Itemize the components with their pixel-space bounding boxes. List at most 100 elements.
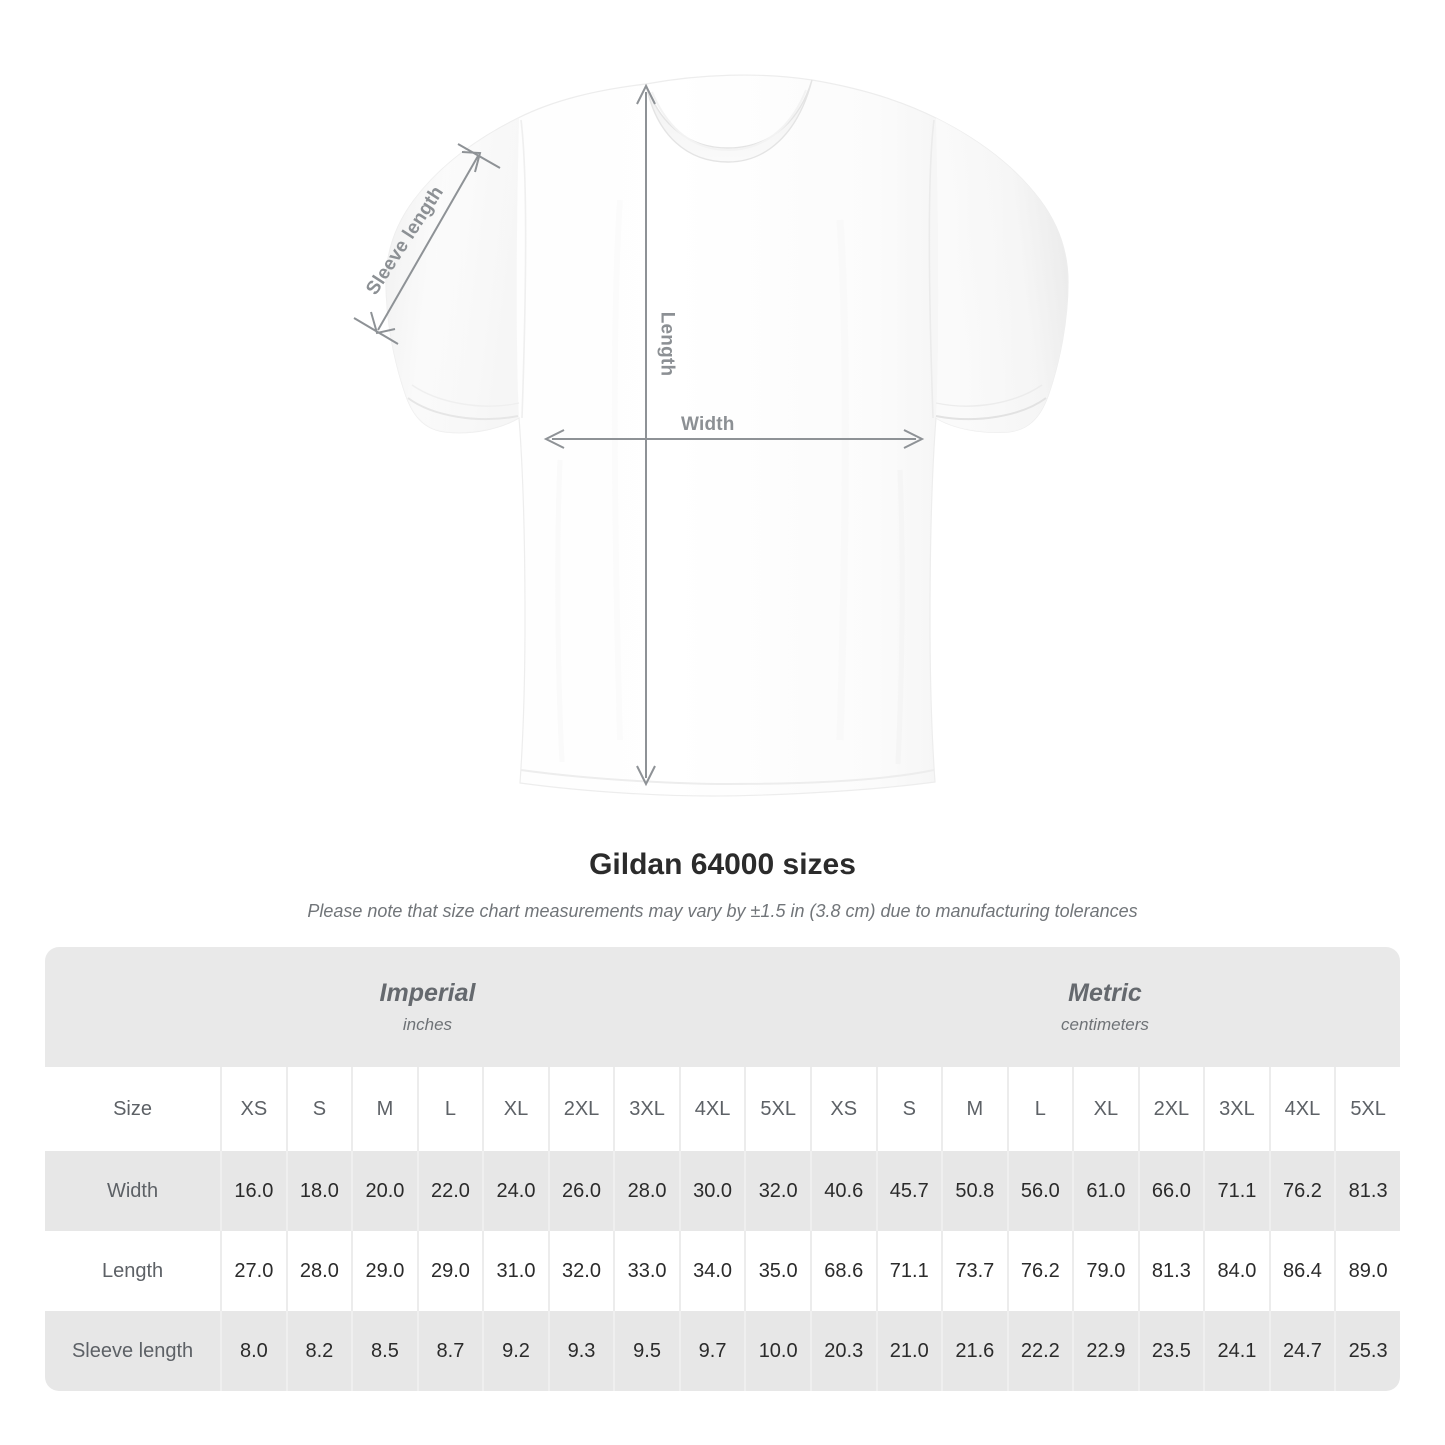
cell-width-metric-4xl: 76.2 [1268, 1151, 1335, 1231]
size-header-metric-4xl: 4XL [1268, 1067, 1335, 1151]
size-header-imperial-4xl: 4XL [678, 1067, 745, 1151]
page-title: Gildan 64000 sizes [589, 848, 856, 881]
cell-sleeve-imperial-4xl: 9.7 [678, 1311, 745, 1391]
size-header-metric-2xl: 2XL [1137, 1067, 1204, 1151]
length-label: Length [656, 311, 678, 377]
cell-width-imperial-4xl: 30.0 [678, 1151, 745, 1231]
cell-length-metric-l: 76.2 [1006, 1231, 1073, 1311]
cell-width-metric-xs: 40.6 [809, 1151, 876, 1231]
size-header-metric-s: S [875, 1067, 942, 1151]
sleeve-length-dimension-arrow [353, 143, 501, 345]
size-chart-table: Imperial inches Metric centimeters Size … [45, 947, 1400, 1391]
width-label: Width [681, 414, 735, 435]
cell-sleeve-imperial-2xl: 9.3 [547, 1311, 614, 1391]
unit-header-row: Imperial inches Metric centimeters [45, 947, 1400, 1067]
cell-length-imperial-2xl: 32.0 [547, 1231, 614, 1311]
width-dimension-arrow [543, 429, 925, 449]
shirt-body-shape [385, 74, 1069, 797]
cell-sleeve-imperial-xs: 8.0 [220, 1311, 286, 1391]
size-header-imperial-xs: XS [220, 1067, 286, 1151]
table-row: Sleeve length 8.0 8.2 8.5 8.7 9.2 9.3 9.… [45, 1311, 1400, 1391]
cell-length-metric-xl: 79.0 [1072, 1231, 1138, 1311]
cell-length-metric-3xl: 84.0 [1203, 1231, 1269, 1311]
cell-length-imperial-3xl: 33.0 [613, 1231, 679, 1311]
table-row: Length 27.0 28.0 29.0 29.0 31.0 32.0 33.… [45, 1231, 1400, 1311]
cell-width-metric-s: 45.7 [875, 1151, 942, 1231]
table-row: Width 16.0 18.0 20.0 22.0 24.0 26.0 28.0… [45, 1151, 1400, 1231]
cell-length-imperial-m: 29.0 [351, 1231, 417, 1311]
cell-length-imperial-xs: 27.0 [220, 1231, 286, 1311]
cell-length-metric-s: 71.1 [875, 1231, 942, 1311]
size-header-metric-xl: XL [1072, 1067, 1138, 1151]
size-header-imperial-5xl: 5XL [744, 1067, 810, 1151]
cell-width-metric-xl: 61.0 [1072, 1151, 1138, 1231]
size-header-imperial-xl: XL [482, 1067, 548, 1151]
cell-width-imperial-s: 18.0 [285, 1151, 352, 1231]
size-header-metric-l: L [1006, 1067, 1073, 1151]
cell-length-imperial-xl: 31.0 [482, 1231, 548, 1311]
cell-length-metric-xs: 68.6 [809, 1231, 876, 1311]
cell-sleeve-imperial-m: 8.5 [351, 1311, 417, 1391]
cell-width-imperial-2xl: 26.0 [547, 1151, 614, 1231]
cell-width-imperial-5xl: 32.0 [744, 1151, 810, 1231]
unit-sub-imperial: inches [402, 1015, 453, 1034]
cell-length-metric-5xl: 89.0 [1334, 1231, 1400, 1311]
cell-length-metric-4xl: 86.4 [1268, 1231, 1335, 1311]
size-header-metric-5xl: 5XL [1334, 1067, 1400, 1151]
cell-length-metric-2xl: 81.3 [1137, 1231, 1204, 1311]
cell-sleeve-imperial-3xl: 9.5 [613, 1311, 679, 1391]
size-header-metric-m: M [941, 1067, 1007, 1151]
cell-length-imperial-s: 28.0 [285, 1231, 352, 1311]
cell-sleeve-imperial-xl: 9.2 [482, 1311, 548, 1391]
cell-width-metric-m: 50.8 [941, 1151, 1007, 1231]
unit-cell-imperial: Imperial inches [45, 947, 810, 1067]
cell-sleeve-metric-3xl: 24.1 [1203, 1311, 1269, 1391]
cell-sleeve-metric-5xl: 25.3 [1334, 1311, 1400, 1391]
cell-sleeve-metric-l: 22.2 [1006, 1311, 1073, 1391]
cell-width-imperial-m: 20.0 [351, 1151, 417, 1231]
cell-sleeve-imperial-5xl: 10.0 [744, 1311, 810, 1391]
cell-width-imperial-3xl: 28.0 [613, 1151, 679, 1231]
row-label-sleeve-length: Sleeve length [45, 1311, 221, 1391]
cell-width-metric-l: 56.0 [1006, 1151, 1073, 1231]
size-header-imperial-2xl: 2XL [547, 1067, 614, 1151]
unit-name-imperial: Imperial [379, 979, 476, 1007]
cell-width-metric-3xl: 71.1 [1203, 1151, 1269, 1231]
size-header-imperial-m: M [351, 1067, 417, 1151]
cell-sleeve-metric-2xl: 23.5 [1137, 1311, 1204, 1391]
size-header-imperial-s: S [285, 1067, 352, 1151]
cell-length-metric-m: 73.7 [941, 1231, 1007, 1311]
unit-cell-metric: Metric centimeters [809, 947, 1400, 1067]
cell-length-imperial-4xl: 34.0 [678, 1231, 745, 1311]
cell-sleeve-metric-xs: 20.3 [809, 1311, 876, 1391]
size-header-metric-xs: XS [809, 1067, 876, 1151]
cell-width-metric-2xl: 66.0 [1137, 1151, 1204, 1231]
size-header-label: Size [45, 1067, 221, 1151]
size-header-imperial-l: L [416, 1067, 483, 1151]
cell-sleeve-imperial-s: 8.2 [285, 1311, 352, 1391]
size-header-imperial-3xl: 3XL [613, 1067, 679, 1151]
size-header-metric-3xl: 3XL [1203, 1067, 1269, 1151]
tolerance-note: Please note that size chart measurements… [307, 901, 1138, 921]
cell-sleeve-metric-4xl: 24.7 [1268, 1311, 1335, 1391]
cell-width-imperial-xl: 24.0 [482, 1151, 548, 1231]
unit-name-metric: Metric [1068, 979, 1142, 1007]
cell-sleeve-metric-xl: 22.9 [1072, 1311, 1138, 1391]
length-dimension-arrow [636, 83, 656, 787]
title-block: Gildan 64000 sizes Please note that size… [0, 845, 1445, 923]
cell-width-imperial-l: 22.0 [416, 1151, 483, 1231]
row-label-width: Width [45, 1151, 221, 1231]
cell-width-imperial-xs: 16.0 [220, 1151, 286, 1231]
cell-length-imperial-l: 29.0 [416, 1231, 483, 1311]
row-label-length: Length [45, 1231, 221, 1311]
cell-length-imperial-5xl: 35.0 [744, 1231, 810, 1311]
size-header-row: Size XS S M L XL 2XL 3XL 4XL 5XL XS S M … [45, 1067, 1400, 1151]
unit-sub-metric: centimeters [1061, 1015, 1149, 1034]
cell-sleeve-metric-s: 21.0 [875, 1311, 942, 1391]
cell-width-metric-5xl: 81.3 [1334, 1151, 1400, 1231]
size-chart-table-container: Imperial inches Metric centimeters Size … [45, 947, 1400, 1391]
tshirt-diagram: Sleeve length Length Width [353, 74, 1069, 797]
cell-sleeve-metric-m: 21.6 [941, 1311, 1007, 1391]
cell-sleeve-imperial-l: 8.7 [416, 1311, 483, 1391]
tshirt-illustration [353, 74, 1069, 797]
